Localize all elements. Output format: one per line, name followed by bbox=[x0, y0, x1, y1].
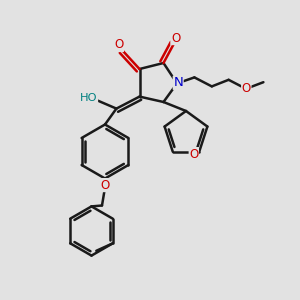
Text: HO: HO bbox=[80, 93, 98, 103]
Text: N: N bbox=[173, 76, 183, 89]
Text: O: O bbox=[171, 32, 180, 45]
Text: O: O bbox=[114, 38, 123, 52]
Text: O: O bbox=[100, 178, 109, 192]
Text: O: O bbox=[189, 148, 199, 160]
Text: O: O bbox=[242, 82, 251, 95]
